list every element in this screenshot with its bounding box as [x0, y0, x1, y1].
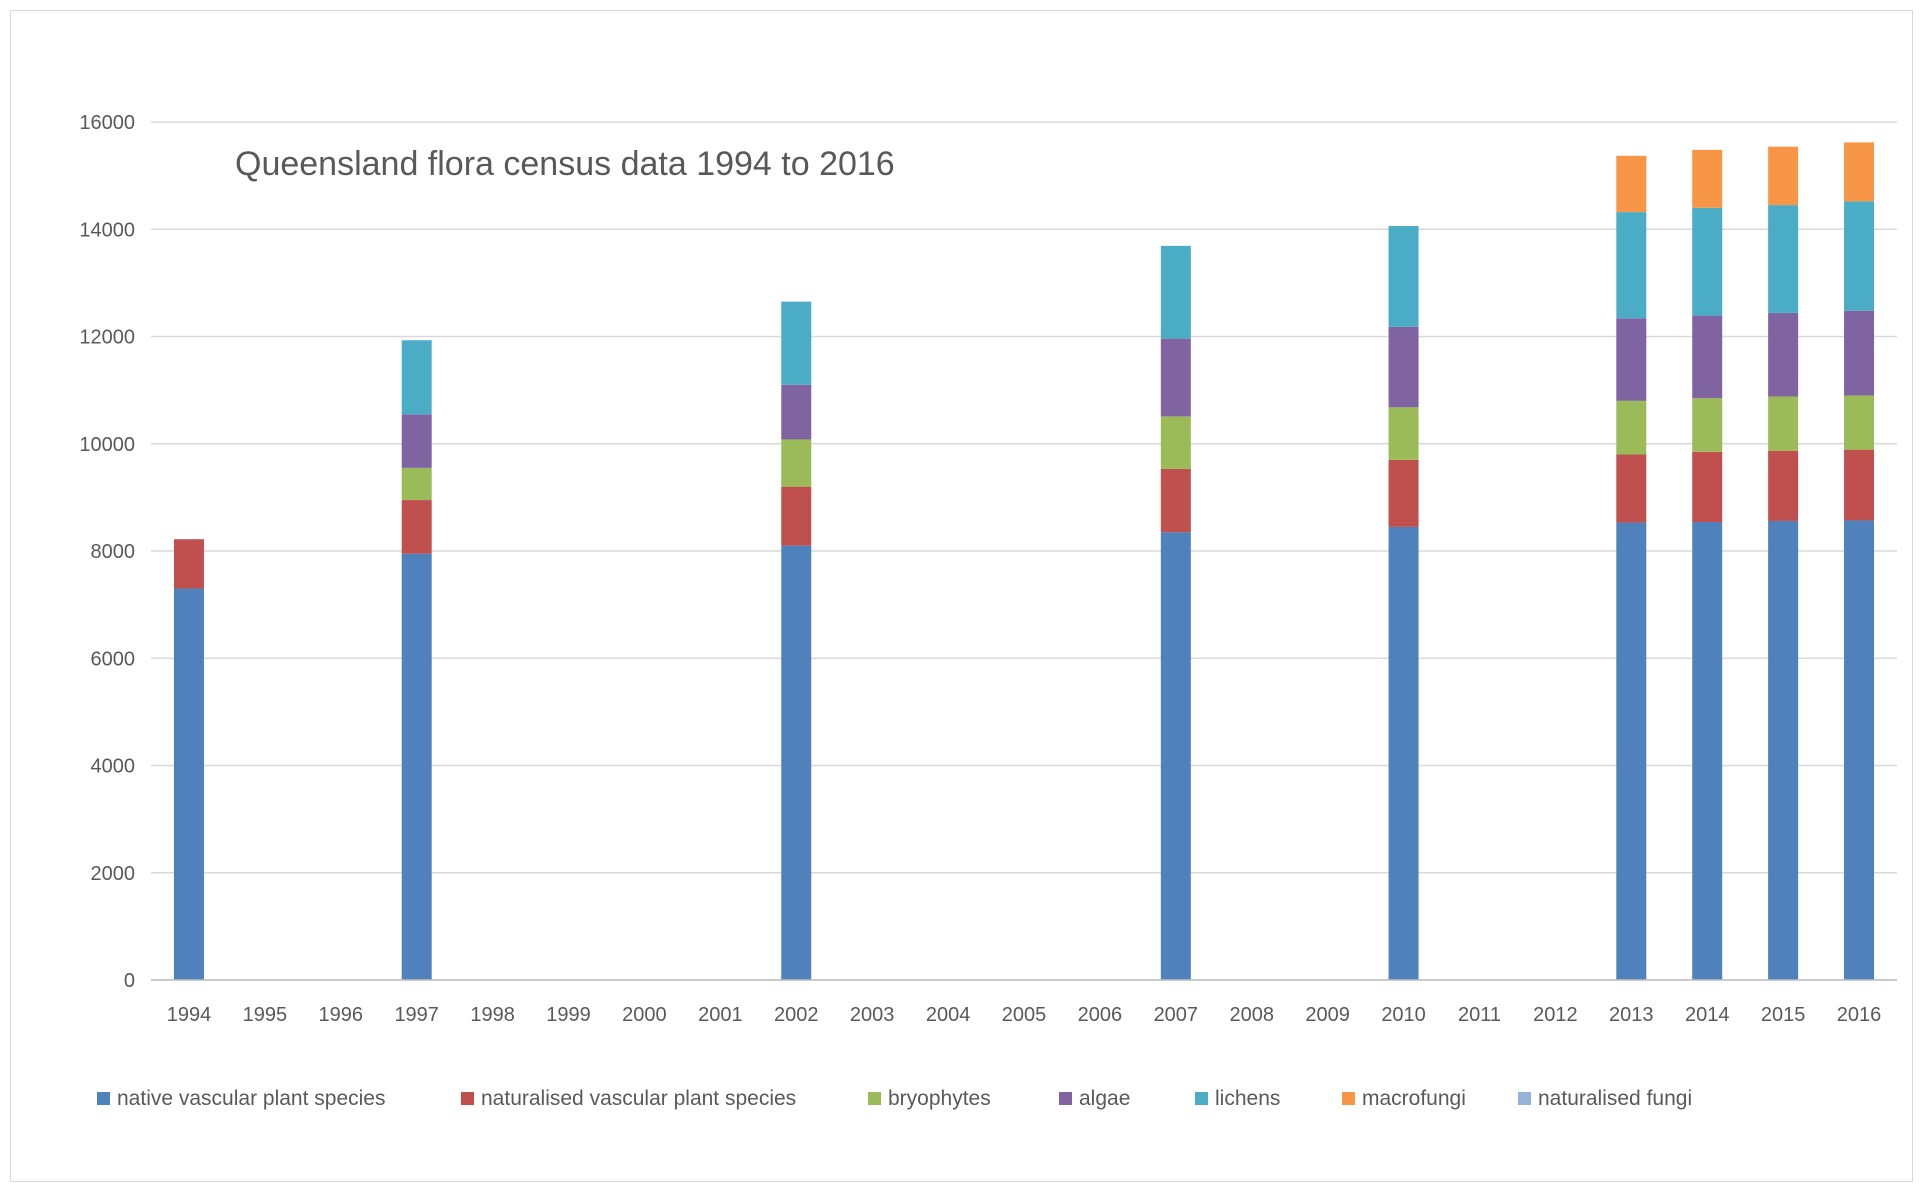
- x-tick-label: 2015: [1761, 1004, 1806, 1026]
- bar-segment-bryophytes-2010: [1388, 407, 1419, 460]
- legend-label: native vascular plant species: [117, 1087, 385, 1110]
- chart-title: Queensland flora census data 1994 to 201…: [235, 145, 895, 183]
- bar-segment-bryophytes-2016: [1844, 395, 1875, 450]
- bar-segment-native-vascular-plant-species-2016: [1844, 520, 1875, 980]
- legend-swatch: [1518, 1092, 1531, 1105]
- axes: 0 2000 4000 6000 8000 10000 12000 14000 16000 199…: [79, 112, 1897, 1026]
- bar-segment-algae-2007: [1160, 338, 1191, 417]
- x-tick-label: 2006: [1078, 1004, 1123, 1026]
- bar-segment-lichens-2013: [1616, 212, 1647, 319]
- x-tick-label: 2000: [622, 1004, 667, 1026]
- legend-label: bryophytes: [888, 1087, 991, 1110]
- x-tick-label: 2014: [1685, 1004, 1730, 1026]
- bar-segment-bryophytes-2002: [781, 439, 812, 487]
- bar-segment-naturalised-vascular-plant-species-2015: [1768, 450, 1799, 521]
- bar-segment-naturalised-vascular-plant-species-2002: [781, 486, 812, 546]
- bar-segment-native-vascular-plant-species-2007: [1160, 532, 1191, 980]
- bar-segment-naturalised-vascular-plant-species-1997: [401, 500, 432, 554]
- x-tick-label: 1996: [319, 1004, 364, 1026]
- bar-segment-macrofungi-2013: [1616, 155, 1647, 213]
- legend-label: lichens: [1215, 1087, 1280, 1110]
- bar-segment-bryophytes-2015: [1768, 396, 1799, 451]
- y-tick-label: 0: [124, 970, 135, 992]
- bar-segment-algae-2013: [1616, 318, 1647, 401]
- x-tick-label: 1999: [546, 1004, 591, 1026]
- bar-segment-algae-1997: [401, 414, 432, 468]
- y-tick-label: 4000: [91, 756, 136, 778]
- y-tick-label: 6000: [91, 648, 136, 670]
- x-tick-label: 2004: [926, 1004, 971, 1026]
- chart-area: 0 2000 4000 6000 8000 10000 12000 14000 16000 199…: [10, 10, 1913, 1182]
- y-tick-label: 2000: [91, 863, 136, 885]
- x-tick-label: 2008: [1229, 1004, 1274, 1026]
- stacked-bar-chart: 0 2000 4000 6000 8000 10000 12000 14000 16000 199…: [79, 112, 1897, 1110]
- bar-segment-bryophytes-2013: [1616, 400, 1647, 455]
- bar-segment-lichens-2016: [1844, 201, 1875, 311]
- legend-swatch: [1195, 1092, 1208, 1105]
- bar-segment-macrofungi-2014: [1692, 149, 1723, 208]
- x-tick-label: 2009: [1305, 1004, 1350, 1026]
- bar-segment-native-vascular-plant-species-1997: [401, 553, 432, 980]
- bar-segment-bryophytes-2007: [1160, 416, 1191, 469]
- x-tick-label: 1998: [470, 1004, 515, 1026]
- y-tick-label: 14000: [79, 219, 135, 241]
- bar-segment-naturalised-vascular-plant-species-2016: [1844, 449, 1875, 521]
- bar-segment-algae-2015: [1768, 312, 1799, 397]
- legend-swatch: [461, 1092, 474, 1105]
- bar-segment-algae-2002: [781, 384, 812, 440]
- bar-segment-lichens-2002: [781, 301, 812, 385]
- legend-label: algae: [1079, 1087, 1130, 1110]
- bars: [173, 142, 1875, 980]
- bar-segment-lichens-1997: [401, 340, 432, 415]
- bar-segment-naturalised-vascular-plant-species-2007: [1160, 468, 1191, 533]
- bar-segment-lichens-2007: [1160, 245, 1191, 339]
- x-tick-label: 2002: [774, 1004, 819, 1026]
- bar-segment-bryophytes-2014: [1692, 398, 1723, 452]
- legend-swatch: [1342, 1092, 1355, 1105]
- bar-segment-macrofungi-2015: [1768, 146, 1799, 206]
- x-tick-label: 2012: [1533, 1004, 1578, 1026]
- bar-segment-algae-2010: [1388, 326, 1419, 408]
- bar-segment-lichens-2015: [1768, 205, 1799, 313]
- bar-segment-algae-2016: [1844, 310, 1875, 396]
- x-tick-label: 1997: [394, 1004, 439, 1026]
- bar-segment-native-vascular-plant-species-2015: [1768, 520, 1799, 980]
- y-tick-label: 10000: [79, 434, 135, 456]
- x-tick-label: 2005: [1002, 1004, 1047, 1026]
- x-tick-label: 1994: [167, 1004, 212, 1026]
- x-tick-label: 2007: [1154, 1004, 1199, 1026]
- bar-segment-macrofungi-2016: [1844, 142, 1875, 202]
- y-tick-label: 8000: [91, 541, 136, 563]
- legend-swatch: [97, 1092, 110, 1105]
- x-tick-label: 2013: [1609, 1004, 1654, 1026]
- bar-segment-algae-2014: [1692, 315, 1723, 399]
- legend-swatch: [868, 1092, 881, 1105]
- x-tick-label: 1995: [243, 1004, 288, 1026]
- x-tick-label: 2003: [850, 1004, 895, 1026]
- bar-segment-naturalised-vascular-plant-species-2014: [1692, 451, 1723, 523]
- x-tick-label: 2001: [698, 1004, 743, 1026]
- legend-label: macrofungi: [1362, 1087, 1466, 1110]
- x-tick-label: 2016: [1837, 1004, 1882, 1026]
- bar-segment-native-vascular-plant-species-2014: [1692, 522, 1723, 980]
- bar-segment-native-vascular-plant-species-2002: [781, 545, 812, 980]
- bar-segment-naturalised-vascular-plant-species-2013: [1616, 454, 1647, 523]
- legend-label: naturalised fungi: [1538, 1087, 1692, 1110]
- bar-segment-lichens-2010: [1388, 226, 1419, 327]
- bar-segment-native-vascular-plant-species-1994: [173, 588, 204, 980]
- bar-segment-naturalised-vascular-plant-species-1994: [173, 539, 204, 589]
- bar-segment-native-vascular-plant-species-2013: [1616, 522, 1647, 980]
- bar-segment-naturalised-vascular-plant-species-2010: [1388, 459, 1419, 527]
- bar-segment-bryophytes-1997: [401, 467, 432, 501]
- y-tick-label: 16000: [79, 112, 135, 134]
- x-tick-label: 2011: [1458, 1004, 1501, 1026]
- bar-segment-native-vascular-plant-species-2010: [1388, 526, 1419, 980]
- legend: native vascular plant species naturalised…: [97, 1087, 1692, 1110]
- bar-segment-lichens-2014: [1692, 207, 1723, 316]
- gridlines: [151, 121, 1897, 981]
- legend-label: naturalised vascular plant species: [481, 1087, 796, 1110]
- x-tick-label: 2010: [1381, 1004, 1426, 1026]
- legend-swatch: [1059, 1092, 1072, 1105]
- y-tick-label: 12000: [79, 327, 135, 349]
